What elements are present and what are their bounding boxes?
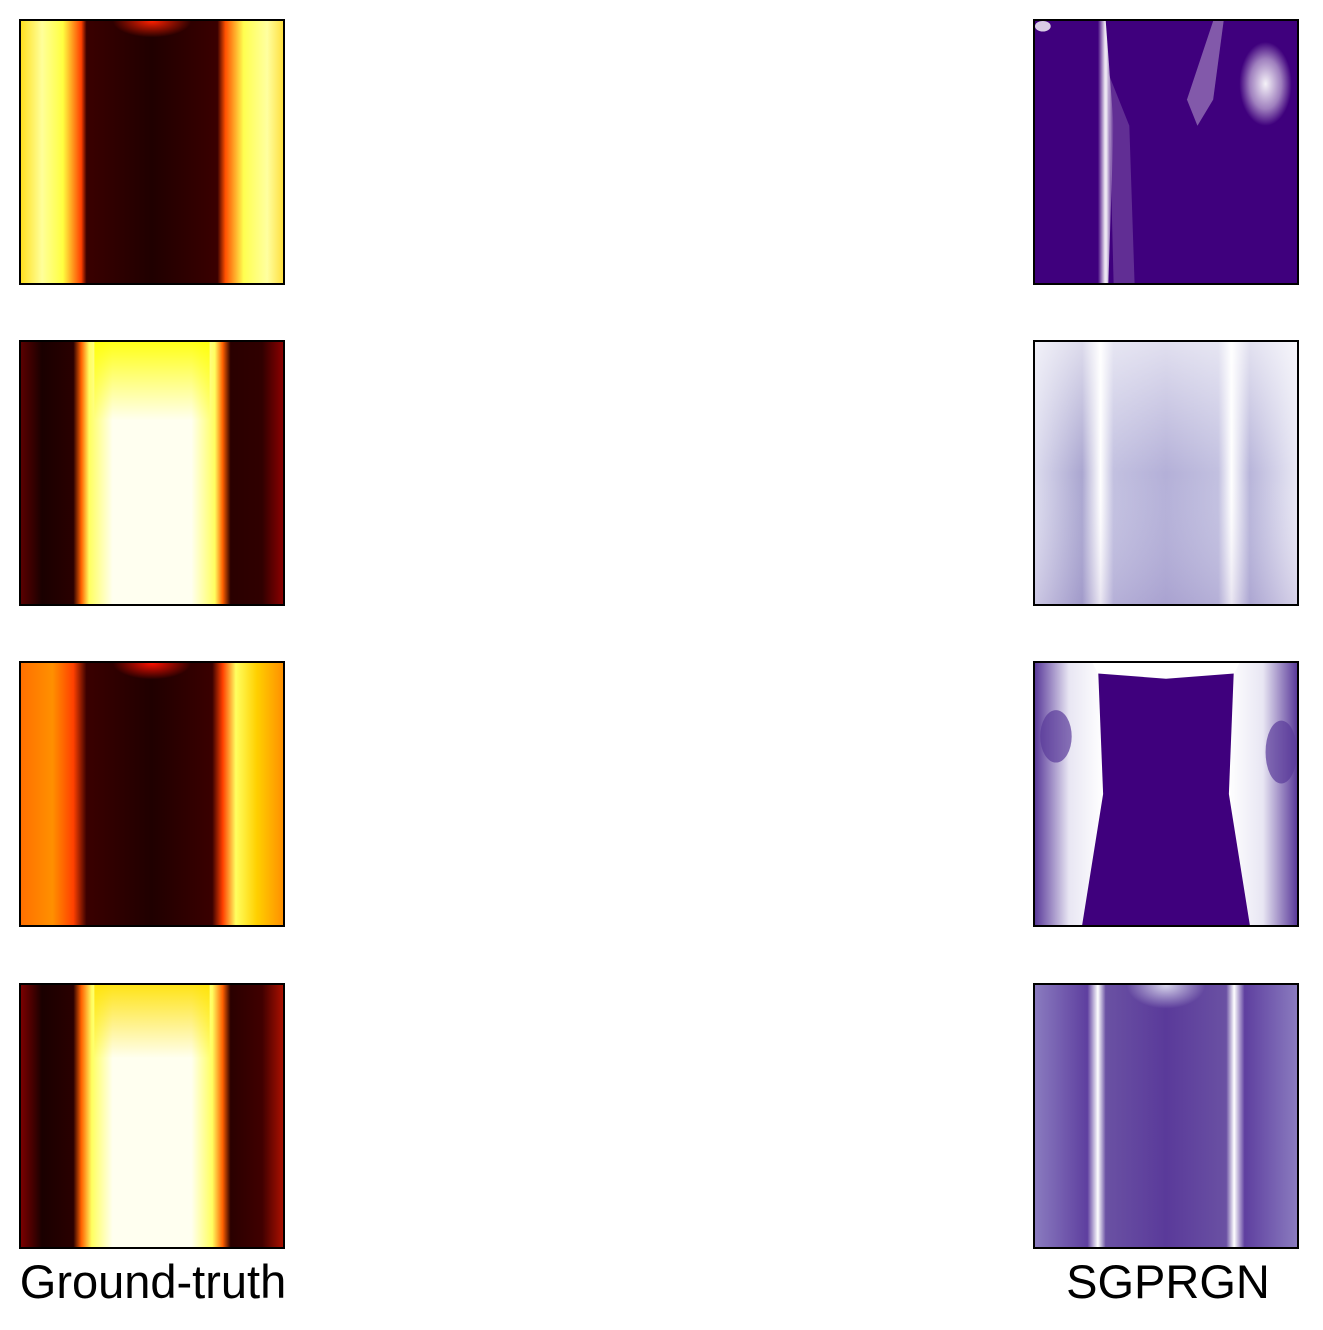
ground-truth-panel-4 [19,983,285,1249]
sgprgn-panel-4 [1033,983,1299,1249]
ground-truth-panel-3 [19,661,285,927]
sgprgn-panel-1 [1033,19,1299,285]
ground-truth-panel-2 [19,340,285,606]
sgprgn-panel-3 [1033,661,1299,927]
ground-truth-label: Ground-truth [19,1255,287,1308]
ground-truth-panel-1 [19,19,285,285]
sgprgn-label: SGPRGN [1066,1255,1270,1308]
sgprgn-panel-2 [1033,340,1299,606]
